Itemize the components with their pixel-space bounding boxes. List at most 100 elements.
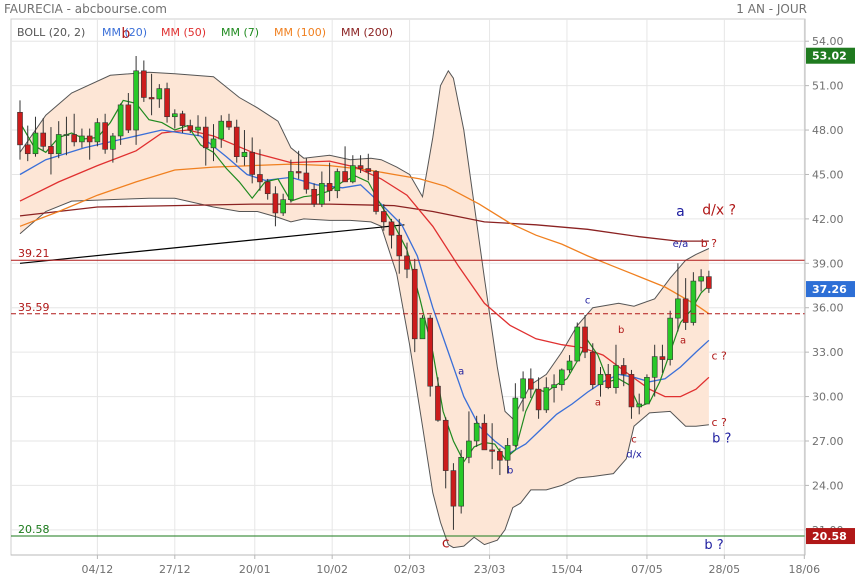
legend-item[interactable]: MM (7) — [221, 26, 259, 39]
candle-body[interactable] — [582, 326, 588, 353]
candle-body[interactable] — [373, 171, 379, 212]
candle-body[interactable] — [365, 168, 372, 172]
candle-body[interactable] — [319, 183, 325, 205]
candle-body[interactable] — [551, 384, 557, 388]
candle-body[interactable] — [520, 378, 526, 399]
candle-body[interactable] — [411, 268, 418, 340]
candle-body[interactable] — [350, 165, 356, 183]
candle-body[interactable] — [334, 171, 341, 192]
candle-body[interactable] — [342, 171, 348, 183]
candle-body[interactable] — [48, 146, 54, 155]
candle-body[interactable] — [574, 326, 581, 362]
candle-body[interactable] — [202, 126, 209, 149]
candle-body[interactable] — [257, 174, 263, 183]
candle-body[interactable] — [17, 111, 23, 146]
candle-body[interactable] — [86, 135, 93, 143]
candle-body[interactable] — [450, 470, 457, 507]
candle-body[interactable] — [179, 113, 186, 126]
candle-body[interactable] — [497, 451, 503, 461]
candle-body[interactable] — [218, 120, 225, 140]
candle-body[interactable] — [187, 125, 194, 131]
candle-body[interactable] — [558, 369, 565, 386]
candle-body[interactable] — [458, 456, 464, 507]
candle-body[interactable] — [528, 378, 534, 390]
candle-body[interactable] — [481, 422, 488, 451]
candle-body[interactable] — [32, 132, 39, 155]
candle-body[interactable] — [566, 360, 573, 371]
candle-body[interactable] — [63, 134, 70, 136]
candle-body[interactable] — [24, 144, 31, 155]
candle-body[interactable] — [620, 365, 627, 375]
legend-item[interactable]: MM (200) — [341, 26, 393, 39]
candle-body[interactable] — [233, 126, 240, 158]
candle-body[interactable] — [110, 135, 116, 150]
candle-body[interactable] — [396, 234, 403, 257]
candle-body[interactable] — [427, 317, 434, 387]
x-tick-label: 10/02 — [316, 563, 348, 576]
candle-body[interactable] — [79, 135, 85, 143]
candle-body[interactable] — [148, 97, 155, 100]
legend-item[interactable]: MM (100) — [274, 26, 326, 39]
candle-body[interactable] — [613, 365, 619, 388]
candle-body[interactable] — [667, 317, 673, 360]
candle-body[interactable] — [156, 88, 163, 100]
legend-item[interactable]: BOLL (20, 2) — [17, 26, 85, 39]
candle-body[interactable] — [388, 221, 395, 236]
candle-body[interactable] — [55, 134, 62, 155]
legend-item[interactable]: MM (20) — [102, 26, 147, 39]
candle-body[interactable] — [690, 280, 697, 323]
candle-body[interactable] — [326, 183, 333, 192]
candle-body[interactable] — [589, 351, 596, 386]
candle-body[interactable] — [512, 397, 519, 446]
candle-body[interactable] — [659, 356, 666, 360]
candle-body[interactable] — [504, 445, 511, 461]
candle-body[interactable] — [636, 403, 643, 408]
candle-body[interactable] — [303, 172, 310, 190]
candle-body[interactable] — [698, 276, 704, 282]
candle-body[interactable] — [489, 449, 495, 452]
candle-body[interactable] — [651, 356, 658, 378]
candle-body[interactable] — [295, 171, 302, 174]
candle-body[interactable] — [172, 113, 178, 118]
candle-body[interactable] — [682, 298, 689, 323]
candle-body[interactable] — [435, 385, 441, 421]
candle-body[interactable] — [380, 211, 387, 223]
candle-body[interactable] — [71, 134, 77, 143]
candle-body[interactable] — [241, 151, 248, 158]
legend-item[interactable]: MM (50) — [161, 26, 206, 39]
candle-body[interactable] — [280, 199, 286, 214]
period-label[interactable]: 1 AN - JOUR — [736, 2, 807, 16]
candle-body[interactable] — [466, 440, 472, 458]
candle-body[interactable] — [133, 70, 139, 131]
candle-body[interactable] — [473, 422, 480, 442]
candle-body[interactable] — [264, 181, 271, 195]
candle-body[interactable] — [644, 377, 650, 405]
candle-body[interactable] — [357, 165, 364, 169]
candle-body[interactable] — [210, 138, 217, 149]
candle-body[interactable] — [404, 255, 410, 270]
candle-body[interactable] — [288, 171, 294, 200]
candle-body[interactable] — [706, 276, 712, 289]
candle-body[interactable] — [125, 104, 132, 131]
candle-body[interactable] — [195, 126, 201, 131]
candle-body[interactable] — [543, 387, 550, 411]
y-tick-label: 36.00 — [812, 302, 844, 315]
candle-body[interactable] — [94, 122, 101, 143]
candle-body[interactable] — [442, 419, 449, 471]
candle-body[interactable] — [141, 70, 147, 98]
candle-body[interactable] — [597, 374, 604, 386]
candle-body[interactable] — [272, 193, 279, 214]
candle-body[interactable] — [117, 104, 124, 137]
candle-body[interactable] — [311, 188, 317, 205]
candle-body[interactable] — [675, 298, 681, 319]
candle-body[interactable] — [535, 388, 542, 411]
candle-body[interactable] — [40, 132, 47, 147]
candle-body[interactable] — [628, 374, 635, 408]
candle-body[interactable] — [102, 122, 108, 150]
candle-body[interactable] — [164, 88, 170, 118]
candle-body[interactable] — [249, 151, 255, 175]
candle-body[interactable] — [419, 317, 426, 340]
candle-body[interactable] — [605, 374, 612, 388]
candle-body[interactable] — [226, 120, 232, 128]
